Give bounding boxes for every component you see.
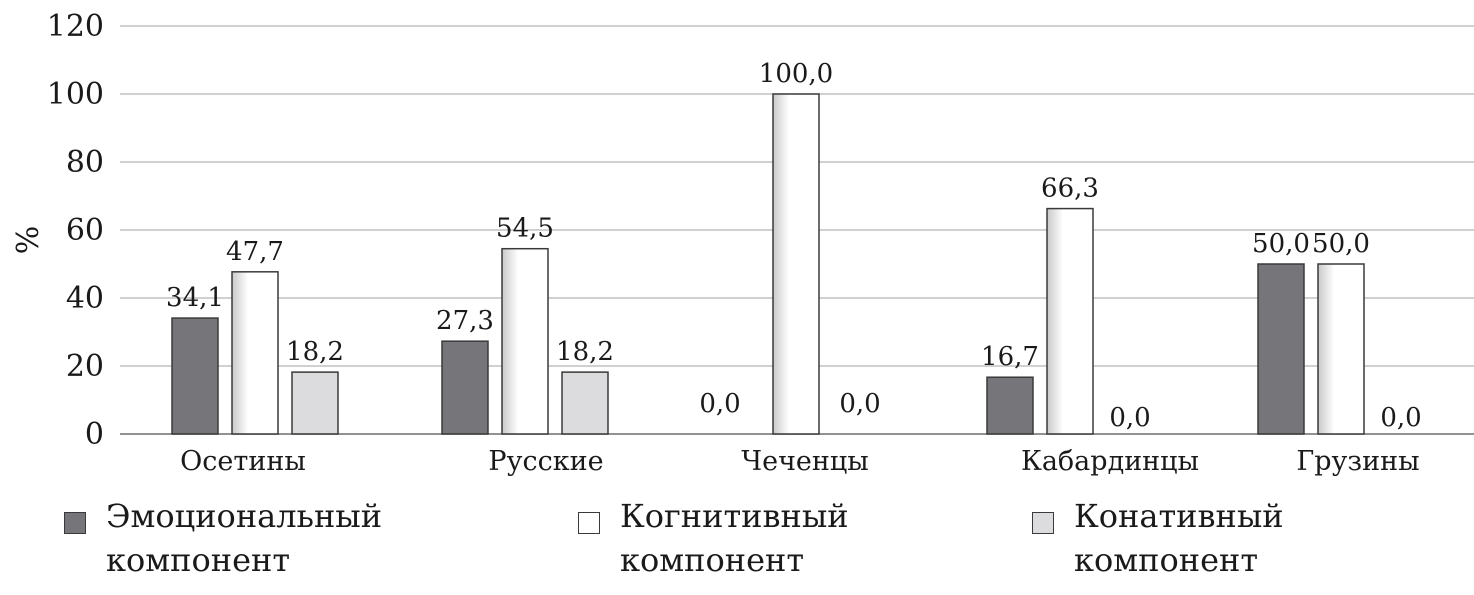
bar-emotional (1257, 263, 1305, 435)
data-label-emotional: 0,0 (699, 389, 740, 419)
x-category-label: Грузины (1296, 446, 1419, 477)
legend-label-emotional: Эмоциональный компонент (106, 494, 426, 582)
y-tick-label: 100 (47, 77, 104, 112)
legend-label-emotional-line2: компонент (106, 541, 291, 579)
data-label-cognitive: 100,0 (759, 59, 833, 89)
data-label-conative: 18,2 (286, 337, 344, 367)
bar-cognitive (1046, 207, 1094, 435)
bars (171, 93, 1365, 435)
x-category-label: Русские (488, 446, 603, 477)
data-label-conative: 18,2 (556, 337, 614, 367)
y-tick-label: 60 (66, 213, 104, 248)
legend-item-emotional: Эмоциональный компонент (64, 494, 426, 582)
legend-label-conative-line1: Конативный (1074, 497, 1284, 535)
data-label-emotional: 50,0 (1252, 229, 1310, 259)
bar-cognitive (501, 247, 549, 435)
legend-label-cognitive-line1: Когнитивный (620, 497, 849, 535)
legend-label-conative: Конативный компонент (1074, 494, 1394, 582)
bar-emotional (986, 376, 1034, 435)
data-label-cognitive: 54,5 (496, 214, 554, 244)
bar-cognitive (231, 271, 279, 435)
y-axis-label: % (11, 226, 46, 255)
bar-emotional (441, 340, 489, 435)
x-category-label: Осетины (180, 446, 306, 477)
bar-cognitive (1317, 263, 1365, 435)
x-category-label: Кабардинцы (1021, 446, 1199, 477)
data-label-conative: 0,0 (839, 389, 880, 419)
legend-swatch-cognitive (578, 512, 600, 534)
legend-item-conative: Конативный компонент (1032, 494, 1394, 582)
data-label-cognitive: 66,3 (1041, 174, 1099, 204)
bar-conative (291, 371, 339, 435)
x-axis-categories: Осетины Русские Чеченцы Кабардинцы Грузины (180, 446, 1419, 477)
bar-emotional (171, 317, 219, 435)
bar-conative (561, 371, 609, 435)
data-label-conative: 0,0 (1380, 403, 1421, 433)
legend-label-conative-line2: компонент (1074, 541, 1259, 579)
y-tick-label: 40 (66, 281, 104, 316)
y-tick-label: 120 (47, 9, 104, 44)
legend: Эмоциональный компонент Когнитивный комп… (0, 494, 1474, 594)
legend-label-cognitive: Когнитивный компонент (620, 494, 940, 582)
data-labels: 34,147,7 18,2 27,3 54,5 18,2 0,0 100,0 0,0 16,7 6… (166, 59, 1422, 433)
legend-item-cognitive: Когнитивный компонент (578, 494, 940, 582)
y-tick-label: 20 (66, 349, 104, 384)
data-label-emotional: 34,1 (166, 283, 224, 313)
data-label-cognitive: 47,7 (226, 237, 284, 267)
data-label-emotional: 16,7 (981, 342, 1039, 372)
y-axis-ticks: 0 20 40 60 80 100 120 (47, 9, 104, 452)
data-label-conative: 0,0 (1109, 403, 1150, 433)
x-category-label: Чеченцы (741, 446, 869, 477)
data-label-cognitive: 50,0 (1312, 229, 1370, 259)
legend-swatch-emotional (64, 512, 86, 534)
legend-label-emotional-line1: Эмоциональный (106, 497, 383, 535)
legend-swatch-conative (1032, 512, 1054, 534)
legend-label-cognitive-line2: компонент (620, 541, 805, 579)
y-tick-label: 80 (66, 145, 104, 180)
y-tick-label: 0 (85, 417, 104, 452)
data-label-emotional: 27,3 (436, 306, 494, 336)
bar-cognitive (772, 93, 820, 435)
